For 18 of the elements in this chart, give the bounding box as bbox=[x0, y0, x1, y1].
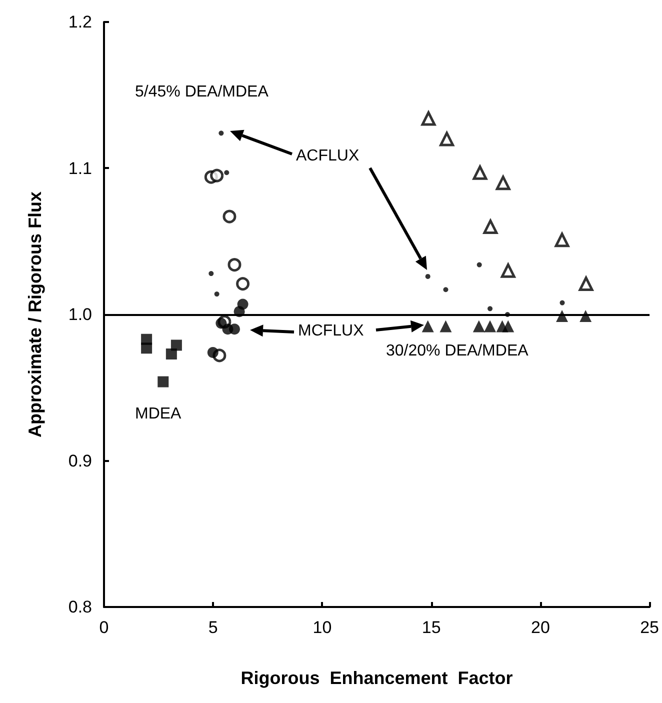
y-tick-label: 1.1 bbox=[68, 158, 92, 178]
y-axis-title: Approximate / Rigorous Flux bbox=[25, 191, 45, 438]
y-tick-label: 1.2 bbox=[68, 12, 92, 32]
y-tick-label: 1.0 bbox=[68, 305, 92, 324]
x-tick-label: 10 bbox=[312, 618, 332, 637]
annotation: 5/45% DEA/MDEA bbox=[135, 84, 269, 100]
x-tick-label: 20 bbox=[530, 618, 550, 637]
x-tick-label: 25 bbox=[640, 618, 660, 637]
x-tick-label: 5 bbox=[208, 618, 218, 637]
annotation: MCFLUX bbox=[298, 322, 364, 340]
y-tick-label: 0.9 bbox=[68, 451, 92, 470]
annotation: 30/20% DEA/MDEA bbox=[386, 342, 529, 360]
annotation: ACFLUX bbox=[296, 148, 360, 164]
y-tick-label: 0.8 bbox=[68, 598, 92, 616]
x-tick-label: 15 bbox=[422, 618, 441, 637]
annotation: MDEA bbox=[135, 406, 182, 422]
x-axis-title: Rigorous Enhancement Factor bbox=[240, 668, 513, 688]
x-tick-label: 0 bbox=[99, 618, 109, 637]
